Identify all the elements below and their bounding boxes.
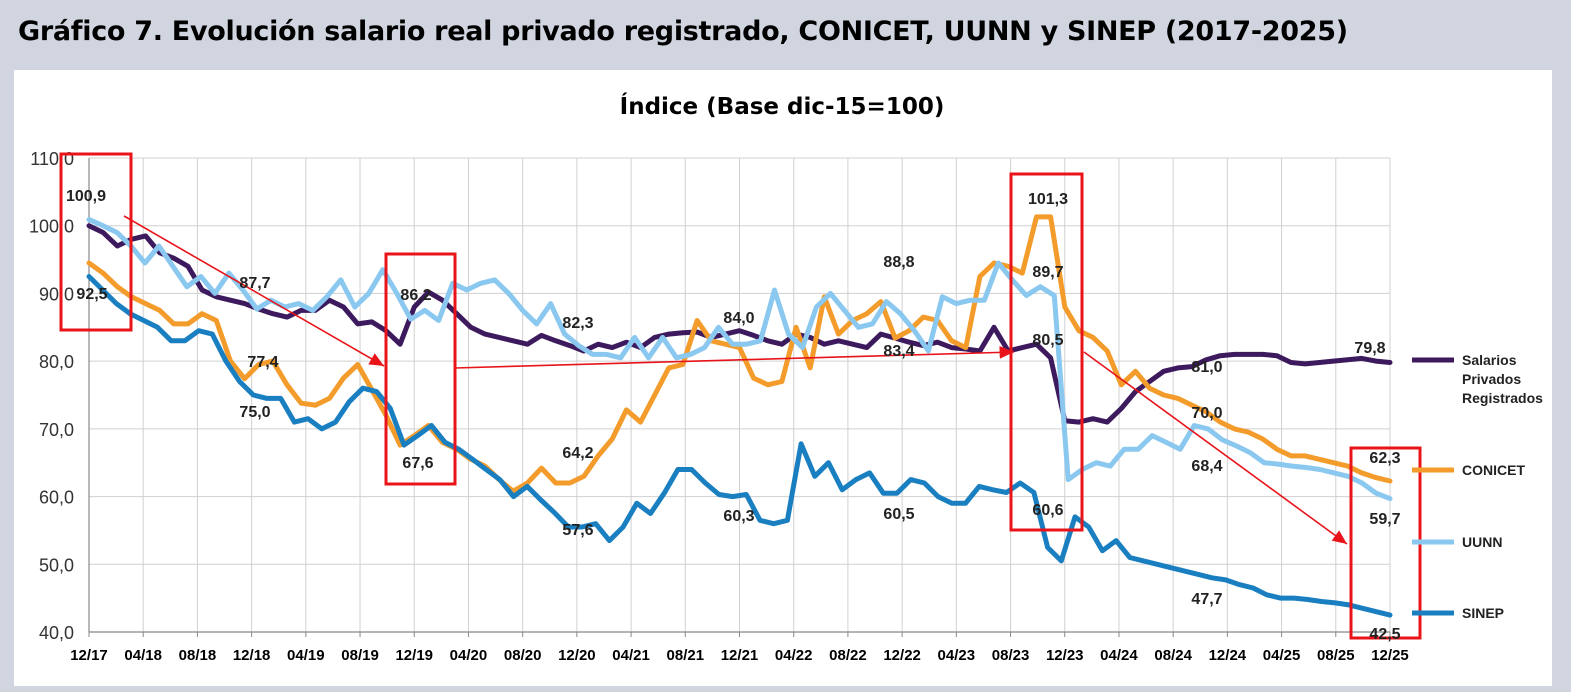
data-label: 89,7 [1032, 264, 1063, 281]
data-label: 60,5 [883, 506, 914, 523]
highlight-box [384, 252, 457, 486]
trend-arrow [1083, 351, 1348, 545]
chart-subtitle: Índice (Base dic-15=100) [620, 92, 945, 120]
x-tick-label: 08/23 [992, 647, 1030, 664]
x-tick-label: 12/21 [721, 647, 759, 664]
data-label: 77,4 [247, 354, 278, 371]
data-label: 60,6 [1032, 502, 1063, 519]
figure-title: Gráfico 7. Evolución salario real privad… [18, 16, 1348, 47]
data-label: 62,3 [1369, 450, 1400, 467]
x-tick-label: 08/22 [829, 647, 867, 664]
data-label: 79,8 [1354, 340, 1385, 357]
x-tick-label: 08/25 [1317, 647, 1355, 664]
data-label: 86,2 [400, 287, 431, 304]
y-tick-label: 80,0 [39, 352, 74, 372]
data-label: 67,6 [402, 455, 433, 472]
data-label: 88,8 [883, 254, 914, 271]
x-tick-label: 04/22 [775, 647, 813, 664]
data-label: 64,2 [562, 445, 593, 462]
series-line-sinep [86, 274, 1393, 618]
x-tick-label: 08/24 [1154, 647, 1192, 664]
legend-label: Privados [1462, 371, 1521, 387]
legend-label: Salarios [1462, 352, 1517, 368]
data-label: 59,7 [1369, 511, 1400, 528]
x-tick-label: 12/24 [1209, 647, 1247, 664]
data-label: 68,4 [1191, 458, 1222, 475]
y-tick-label: 100,0 [29, 217, 74, 237]
data-label: 101,3 [1028, 191, 1068, 208]
data-label: 100,9 [66, 188, 106, 205]
x-tick-label: 04/23 [938, 647, 976, 664]
data-label: 82,3 [562, 315, 593, 332]
gridlines [88, 157, 1391, 633]
x-tick-label: 12/22 [883, 647, 921, 664]
x-tick-label: 04/21 [612, 647, 650, 664]
data-label: 57,6 [562, 522, 593, 539]
x-tick-label: 08/19 [341, 647, 379, 664]
y-tick-label: 110,0 [30, 149, 74, 169]
data-label: 81,0 [1191, 359, 1222, 376]
data-label: 84,0 [723, 310, 754, 327]
x-tick-label: 12/23 [1046, 647, 1084, 664]
x-tick-label: 08/18 [179, 647, 217, 664]
chart-panel: Índice (Base dic-15=100) 40,0 50,0 60,0 70,0… [14, 70, 1552, 686]
y-tick-label: 40,0 [39, 623, 74, 643]
legend-label: CONICET [1462, 462, 1525, 478]
trend-arrow [454, 346, 1015, 369]
series-line-salarios-privados-registrados [86, 223, 1393, 425]
y-tick-label: 60,0 [39, 488, 74, 508]
x-tick-label: 04/25 [1263, 647, 1301, 664]
data-label: 42,5 [1369, 626, 1400, 643]
y-tick-label: 90,0 [39, 284, 74, 304]
x-tick-label: 12/25 [1371, 647, 1409, 664]
x-tick-label: 04/24 [1100, 647, 1138, 664]
data-label: 70,0 [1191, 405, 1222, 422]
y-tick-label: 50,0 [39, 555, 74, 575]
data-label: 92,5 [76, 286, 107, 303]
data-label: 80,5 [1032, 332, 1063, 349]
x-tick-label: 12/20 [558, 647, 596, 664]
x-tick-label: 12/19 [395, 647, 433, 664]
series-line-uunn [86, 217, 1393, 502]
data-label: 87,7 [239, 275, 270, 292]
series-line-conicet [86, 214, 1393, 494]
x-tick-label: 04/19 [287, 647, 325, 664]
x-tick-label: 08/20 [504, 647, 542, 664]
data-label: 47,7 [1191, 591, 1222, 608]
x-tick-label: 04/20 [450, 647, 488, 664]
data-label: 75,0 [239, 404, 270, 421]
legend-label: Registrados [1462, 390, 1543, 406]
x-tick-label: 12/18 [233, 647, 271, 664]
highlight-box [59, 152, 133, 332]
data-label: 60,3 [723, 508, 754, 525]
legend-label: UUNN [1462, 534, 1502, 550]
x-tick-label: 08/21 [667, 647, 705, 664]
x-tick-label: 04/18 [124, 647, 162, 664]
line-chart: Índice (Base dic-15=100) 40,0 50,0 60,0 70,0… [29, 92, 1543, 664]
trend-arrow [123, 215, 385, 367]
y-tick-label: 70,0 [39, 420, 74, 440]
legend-label: SINEP [1462, 605, 1504, 621]
data-label: 83,4 [883, 343, 914, 360]
x-tick-label: 12/17 [70, 647, 108, 664]
